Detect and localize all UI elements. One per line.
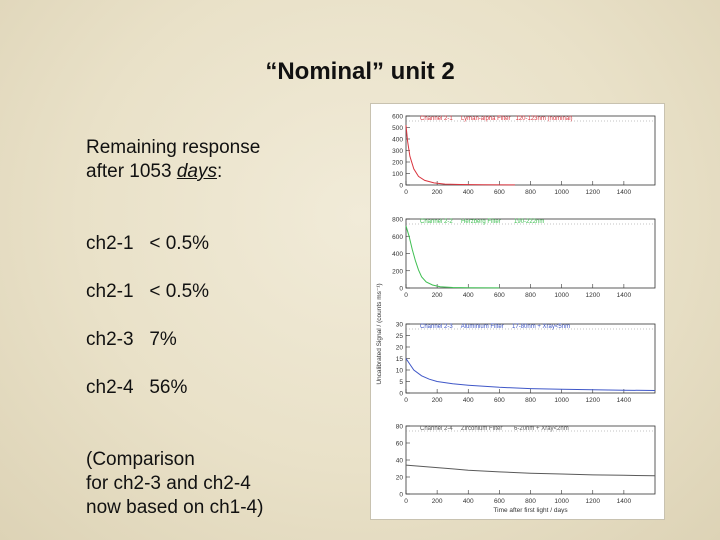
y-tick-label: 60: [396, 441, 404, 448]
channel-label-3: Channel 2-3 Aluminium Filter 17-80nm + X…: [420, 324, 570, 330]
y-tick-label: 10: [396, 368, 404, 375]
y-tick-label: 20: [396, 345, 404, 352]
y-tick-label: 400: [392, 251, 403, 258]
x-tick-label: 400: [463, 292, 474, 299]
bullet-item-3: ch2-3 7%: [86, 329, 177, 350]
plot-frame-4: [405, 425, 656, 495]
x-tick-label: 1400: [617, 498, 632, 505]
x-tick-label: 0: [404, 498, 408, 505]
y-tick-label: 500: [392, 125, 403, 132]
series-line-4: [405, 464, 656, 477]
plot-frame-1: [405, 115, 656, 186]
intro-line-2-prefix: after 1053: [86, 161, 177, 182]
chart-panel: 0 100 200 300 400 500 600 0 200 400 600 800 1000 1200…: [370, 103, 665, 520]
y-tick-label: 100: [392, 171, 403, 178]
y-tick-label: 200: [392, 160, 403, 167]
x-tick-label: 600: [494, 397, 505, 404]
channel-label-2: Channel 2-2 Herzberg Filter 190-222nm: [420, 219, 544, 225]
y-tick-label: 25: [396, 333, 404, 340]
x-tick-label: 1200: [586, 189, 601, 196]
y-tick-label: 600: [392, 234, 403, 241]
x-tick-label: 800: [525, 498, 536, 505]
note-line-1: (Comparison: [86, 449, 195, 470]
channel-label-4: Channel 2-4 Zirconium Filter 6-20nm + Xr…: [420, 426, 569, 432]
x-tick-label: 1000: [554, 292, 569, 299]
slide-title: “Nominal” unit 2: [265, 58, 455, 85]
y-axis-label: Uncalibrated Signal / (counts ms⁻¹): [376, 283, 383, 384]
x-tick-label: 0: [404, 397, 408, 404]
bullet-item-2: ch2-1 < 0.5%: [86, 281, 210, 302]
x-tick-label: 400: [463, 498, 474, 505]
x-tick-label: 800: [525, 292, 536, 299]
x-tick-label: 200: [432, 397, 443, 404]
channel-label-1: Channel 2-1 Lyman-alpha Filter 120-123nm…: [420, 116, 573, 122]
series-line-1: [405, 125, 515, 186]
x-axis-label: Time after first light / days: [493, 507, 568, 514]
y-tick-label: 300: [392, 148, 403, 155]
x-tick-label: 600: [494, 498, 505, 505]
intro-line-2: after 1053 days:: [86, 160, 222, 184]
x-tick-label: 200: [432, 292, 443, 299]
y-tick-label: 0: [399, 183, 403, 190]
days-link[interactable]: days: [176, 161, 217, 182]
note-line-3: now based on ch1-4): [86, 497, 264, 518]
x-tick-label: 1000: [554, 189, 569, 196]
intro-line-2-suffix: :: [216, 161, 223, 182]
y-tick-label: 0: [399, 492, 403, 499]
x-tick-label: 0: [404, 189, 408, 196]
series-line-3: [405, 358, 656, 391]
plot-frame-2: [405, 218, 656, 289]
x-tick-label: 1000: [554, 397, 569, 404]
y-tick-label: 30: [396, 322, 404, 329]
y-tick-label: 5: [399, 379, 403, 386]
x-tick-label: 1400: [617, 189, 632, 196]
x-tick-label: 1200: [586, 397, 601, 404]
x-tick-label: 400: [463, 189, 474, 196]
x-tick-label: 1400: [617, 397, 632, 404]
x-tick-label: 600: [494, 189, 505, 196]
x-tick-label: 1200: [586, 292, 601, 299]
y-tick-label: 0: [399, 286, 403, 293]
x-tick-label: 1400: [617, 292, 632, 299]
y-tick-label: 600: [392, 114, 403, 121]
y-tick-label: 400: [392, 137, 403, 144]
series-line-2: [405, 225, 500, 289]
x-tick-label: 200: [432, 189, 443, 196]
x-tick-label: 0: [404, 292, 408, 299]
y-tick-label: 800: [392, 217, 403, 224]
bullet-item-1: ch2-1 < 0.5%: [86, 233, 210, 254]
y-tick-label: 15: [396, 356, 404, 363]
y-tick-label: 20: [396, 475, 404, 482]
x-tick-label: 800: [525, 189, 536, 196]
x-tick-label: 400: [463, 397, 474, 404]
y-tick-label: 0: [399, 391, 403, 398]
x-tick-label: 600: [494, 292, 505, 299]
x-tick-label: 1200: [586, 498, 601, 505]
x-tick-label: 800: [525, 397, 536, 404]
x-tick-label: 200: [432, 498, 443, 505]
y-tick-label: 80: [396, 424, 404, 431]
y-tick-label: 200: [392, 268, 403, 275]
y-tick-label: 40: [396, 458, 404, 465]
intro-line-1: Remaining response: [86, 137, 261, 158]
x-tick-label: 1000: [554, 498, 569, 505]
bullet-item-4: ch2-4 56%: [86, 377, 188, 398]
note-line-2: for ch2-3 and ch2-4: [86, 473, 251, 494]
